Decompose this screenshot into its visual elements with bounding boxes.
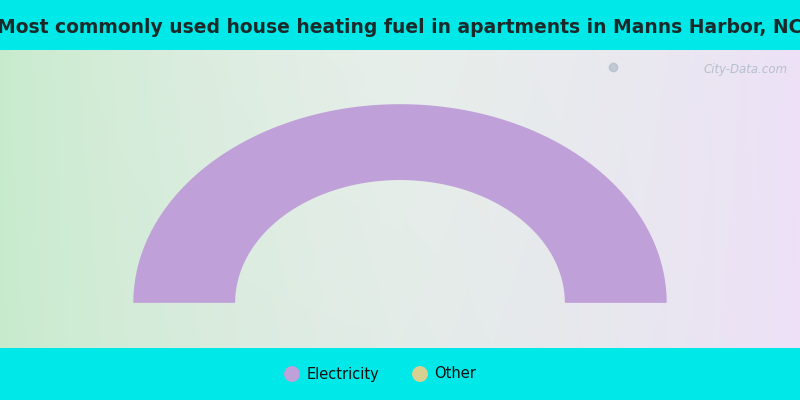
Ellipse shape: [413, 367, 427, 381]
Text: Electricity: Electricity: [306, 366, 379, 382]
Text: City-Data.com: City-Data.com: [704, 63, 788, 76]
Ellipse shape: [285, 367, 299, 381]
Polygon shape: [134, 104, 666, 303]
Text: Most commonly used house heating fuel in apartments in Manns Harbor, NC: Most commonly used house heating fuel in…: [0, 18, 800, 37]
Text: Other: Other: [434, 366, 476, 382]
